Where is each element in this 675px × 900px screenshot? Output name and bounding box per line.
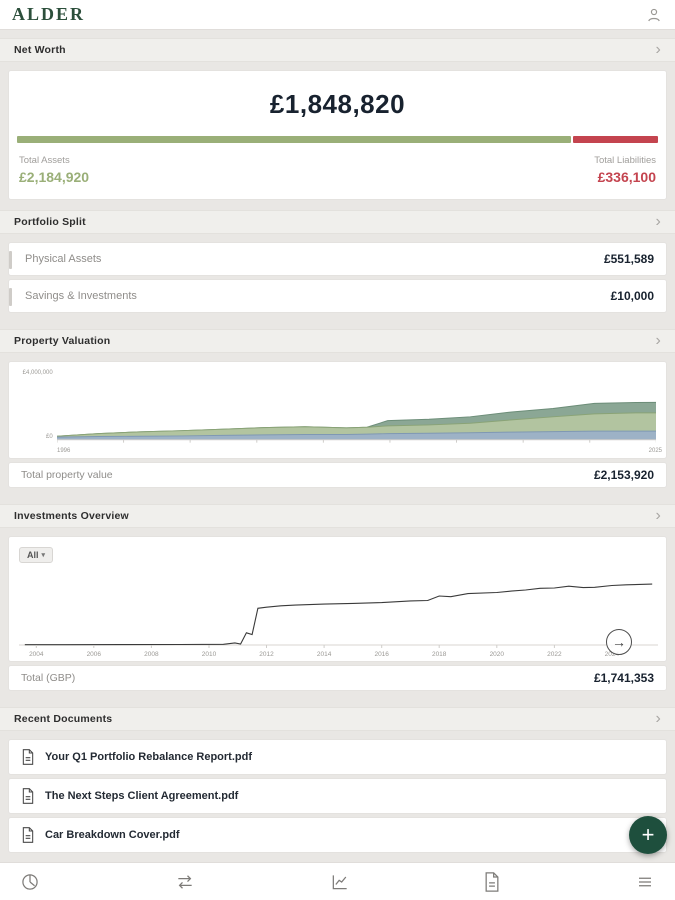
property-total-label: Total property value bbox=[21, 469, 113, 481]
property-total-row: Total property value £2,153,920 bbox=[8, 462, 667, 488]
nav-transfers-button[interactable] bbox=[174, 872, 196, 892]
filter-label: All bbox=[27, 550, 39, 560]
section-header-recent-documents[interactable]: Recent Documents › bbox=[0, 707, 675, 731]
y-axis-max-label: £4,000,000 bbox=[22, 370, 53, 376]
section-title-portfolio-split: Portfolio Split bbox=[14, 216, 86, 228]
chevron-right-icon: › bbox=[655, 332, 661, 349]
file-icon bbox=[21, 749, 35, 765]
nav-investments-button[interactable] bbox=[330, 872, 350, 892]
svg-text:2018: 2018 bbox=[432, 651, 447, 658]
portfolio-row-label: Savings & Investments bbox=[25, 290, 137, 302]
brand-logo: ALDER bbox=[12, 4, 86, 24]
section-header-net-worth[interactable]: Net Worth › bbox=[0, 38, 675, 62]
caret-down-icon: ▾ bbox=[41, 552, 46, 559]
investments-overview-card: All ▾ 2004 2006 2008 2010 2012 2014 2016 2018 20… bbox=[8, 536, 667, 662]
row-accent bbox=[9, 288, 12, 306]
plus-icon: + bbox=[641, 822, 655, 847]
y-axis-min-label: £0 bbox=[46, 434, 53, 440]
chevron-right-icon: › bbox=[655, 41, 661, 58]
chevron-right-icon: › bbox=[655, 213, 661, 230]
svg-text:2024: 2024 bbox=[605, 651, 620, 658]
dashboard-icon bbox=[20, 872, 40, 892]
net-worth-total: £1,848,820 bbox=[269, 89, 406, 119]
document-name: Car Breakdown Cover.pdf bbox=[45, 829, 180, 841]
portfolio-row-value: £10,000 bbox=[610, 289, 654, 303]
file-icon bbox=[21, 788, 35, 804]
document-row[interactable]: The Next Steps Client Agreement.pdf bbox=[8, 778, 667, 814]
total-assets-value: £2,184,920 bbox=[19, 169, 90, 185]
bottom-nav bbox=[0, 862, 675, 900]
total-liabilities-label: Total Liabilities bbox=[594, 155, 656, 166]
portfolio-row-label: Physical Assets bbox=[25, 253, 102, 265]
document-row[interactable]: Your Q1 Portfolio Rebalance Report.pdf bbox=[8, 739, 667, 775]
svg-text:2004: 2004 bbox=[29, 651, 44, 658]
chart-forward-button[interactable]: → bbox=[606, 629, 632, 655]
section-header-property-valuation[interactable]: Property Valuation › bbox=[0, 329, 675, 353]
person-icon bbox=[645, 6, 663, 24]
document-row[interactable]: Car Breakdown Cover.pdf bbox=[8, 817, 667, 853]
portfolio-row-physical-assets[interactable]: Physical Assets £551,589 bbox=[8, 242, 667, 276]
property-chart bbox=[56, 401, 656, 443]
profile-button[interactable] bbox=[645, 6, 663, 24]
portfolio-row-savings-investments[interactable]: Savings & Investments £10,000 bbox=[8, 279, 667, 313]
property-valuation-card: £4,000,000 £0 1996 2025 bbox=[8, 361, 667, 459]
investments-total-value: £1,741,353 bbox=[593, 671, 654, 685]
nav-dashboard-button[interactable] bbox=[20, 872, 40, 892]
portfolio-row-value: £551,589 bbox=[603, 252, 654, 266]
chevron-right-icon: › bbox=[655, 710, 661, 727]
svg-text:2020: 2020 bbox=[490, 651, 505, 658]
investments-chart: 2004 2006 2008 2010 2012 2014 2016 2018 2020 2022… bbox=[19, 583, 658, 658]
file-icon bbox=[21, 827, 35, 843]
document-name: Your Q1 Portfolio Rebalance Report.pdf bbox=[45, 751, 252, 763]
section-title-recent-documents: Recent Documents bbox=[14, 713, 113, 725]
nav-documents-button[interactable] bbox=[483, 871, 501, 892]
nav-menu-button[interactable] bbox=[635, 873, 655, 891]
document-name: The Next Steps Client Agreement.pdf bbox=[45, 790, 239, 802]
transfers-icon bbox=[174, 872, 196, 892]
app-bar: ALDER bbox=[0, 0, 675, 30]
section-title-net-worth: Net Worth bbox=[14, 44, 66, 56]
section-header-portfolio-split[interactable]: Portfolio Split › bbox=[0, 210, 675, 234]
svg-text:2008: 2008 bbox=[144, 651, 159, 658]
investments-total-row: Total (GBP) £1,741,353 bbox=[8, 665, 667, 691]
section-header-investments-overview[interactable]: Investments Overview › bbox=[0, 504, 675, 528]
net-worth-bar bbox=[17, 136, 658, 143]
add-button[interactable]: + bbox=[629, 816, 667, 854]
svg-text:2012: 2012 bbox=[259, 651, 274, 658]
investments-total-label: Total (GBP) bbox=[21, 672, 76, 684]
total-liabilities-value: £336,100 bbox=[597, 169, 656, 185]
net-worth-card: £1,848,820 Total Assets £2,184,920 Total… bbox=[8, 70, 667, 200]
svg-text:2006: 2006 bbox=[87, 651, 102, 658]
menu-icon bbox=[635, 873, 655, 891]
svg-text:2014: 2014 bbox=[317, 651, 332, 658]
liabilities-bar-segment bbox=[573, 136, 658, 143]
chart-icon bbox=[330, 872, 350, 892]
svg-text:2010: 2010 bbox=[202, 651, 217, 658]
svg-text:2016: 2016 bbox=[374, 651, 389, 658]
property-total-value: £2,153,920 bbox=[593, 468, 654, 482]
document-icon bbox=[483, 871, 501, 892]
section-title-investments-overview: Investments Overview bbox=[14, 510, 129, 522]
arrow-right-icon: → bbox=[612, 634, 626, 650]
chevron-right-icon: › bbox=[655, 507, 661, 524]
section-title-property-valuation: Property Valuation bbox=[14, 335, 111, 347]
svg-text:2022: 2022 bbox=[547, 651, 562, 658]
assets-bar-segment bbox=[17, 136, 572, 143]
investments-filter-dropdown[interactable]: All ▾ bbox=[19, 547, 54, 563]
x-axis-start-label: 1996 bbox=[57, 448, 71, 454]
total-assets-label: Total Assets bbox=[19, 155, 70, 166]
row-accent bbox=[9, 251, 12, 269]
x-axis-end-label: 2025 bbox=[648, 448, 662, 454]
